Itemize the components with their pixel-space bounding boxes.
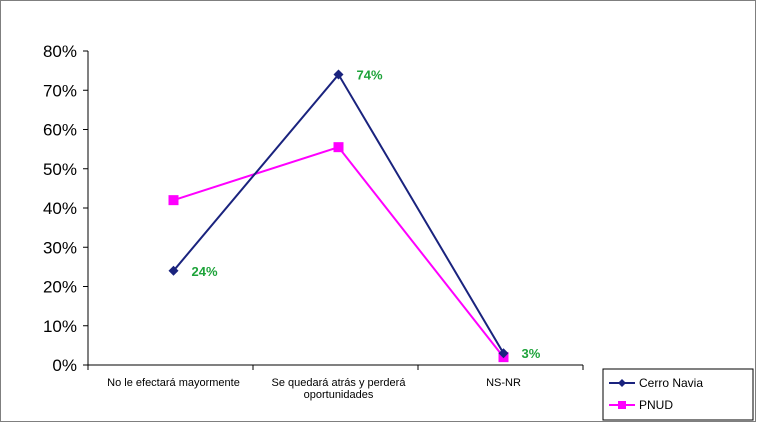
legend-marker-pnud: [618, 401, 626, 409]
legend-label: PNUD: [639, 398, 673, 412]
legend-box: [602, 368, 754, 421]
x-tick-label-line: NS-NR: [486, 377, 521, 389]
legend-label: Cerro Navia: [639, 376, 703, 390]
y-axis: 0% 10% 20% 30% 40% 50% 60% 70% 80%: [43, 42, 89, 375]
x-tick-label-line: No le efectará mayormente: [107, 377, 240, 389]
x-tick-label: No le efectará mayormente: [107, 377, 240, 389]
y-tick-label: 80%: [43, 42, 77, 61]
point-cerro-navia: [498, 348, 509, 359]
series-layer: [168, 69, 509, 363]
x-tick-label-line: oportunidades: [304, 389, 374, 401]
x-tick-label: NS-NR: [486, 377, 521, 389]
series-line-cerro-navia: [172, 72, 505, 354]
point-pnud: [168, 195, 179, 206]
data-labels: 24% 74% 3%: [192, 68, 541, 362]
y-tick-label: 20%: [43, 278, 77, 297]
legend-marker-cerro-navia: [618, 379, 626, 387]
data-label: 74%: [357, 68, 383, 83]
y-tick-label: 60%: [43, 121, 77, 140]
y-tick-label: 70%: [43, 81, 77, 100]
y-tick-label: 50%: [43, 160, 77, 179]
series-line-pnud: [173, 145, 505, 358]
point-pnud: [333, 142, 344, 153]
x-tick-label-line: Se quedará atrás y perderá: [272, 377, 407, 389]
point-cerro-navia: [168, 265, 179, 276]
data-label: 3%: [522, 346, 541, 361]
x-axis: No le efectará mayormente Se quedará atrá…: [87, 364, 584, 401]
legend: Cerro Navia PNUD: [602, 368, 754, 421]
y-tick-label: 10%: [43, 317, 77, 336]
y-tick-label: 0%: [52, 356, 77, 375]
x-tick-label: Se quedará atrás y perderá oportunidades: [272, 377, 407, 401]
point-cerro-navia: [333, 69, 344, 80]
y-tick-label: 30%: [43, 238, 77, 257]
data-label: 24%: [192, 264, 218, 279]
y-tick-label: 40%: [43, 199, 77, 218]
